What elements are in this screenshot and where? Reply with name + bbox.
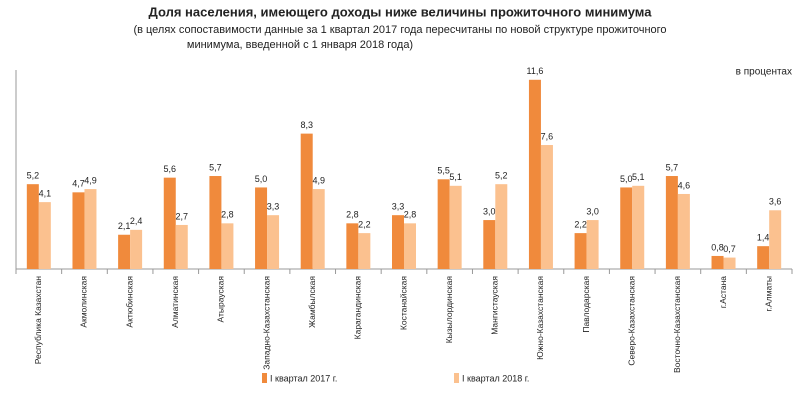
x-tick-label: Алматинская xyxy=(170,276,180,328)
value-label: 5,1 xyxy=(449,172,462,182)
x-tick-label: Северо-Казахстанская xyxy=(626,276,636,366)
bar xyxy=(38,202,51,269)
value-label: 5,7 xyxy=(666,162,679,172)
value-label: 5,2 xyxy=(27,171,40,181)
bar xyxy=(404,223,416,269)
bar xyxy=(72,192,85,269)
x-tick-label: Акмолинская xyxy=(79,276,89,328)
value-label: 4,9 xyxy=(84,175,97,185)
x-tick-label: Костанайская xyxy=(398,276,408,331)
bar xyxy=(677,193,690,269)
value-label: 2,4 xyxy=(130,216,143,226)
value-label: 4,1 xyxy=(39,188,52,198)
bar xyxy=(175,224,188,269)
x-tick-label: Южно-Казахстанская xyxy=(535,276,545,360)
bar xyxy=(437,179,450,269)
value-label: 11,6 xyxy=(527,66,544,76)
value-label: 5,0 xyxy=(255,174,268,184)
bar xyxy=(723,257,736,269)
x-tick-label: Карагандинская xyxy=(353,276,363,340)
value-label: 4,7 xyxy=(72,179,85,189)
bar xyxy=(540,145,553,269)
value-label: 3,3 xyxy=(392,202,405,212)
x-tick-label: г.Астана xyxy=(718,276,728,309)
x-tick-label: Павлодарская xyxy=(581,276,591,333)
bar xyxy=(495,184,508,269)
bar xyxy=(711,255,724,269)
x-tick-label: Атырауская xyxy=(216,276,226,323)
legend-swatch xyxy=(454,373,459,383)
value-label: 0,8 xyxy=(711,242,724,252)
value-label: 3,6 xyxy=(769,197,782,207)
bar xyxy=(632,185,645,269)
chart-title: Доля населения, имеющего доходы ниже вел… xyxy=(149,4,653,19)
bar xyxy=(574,233,587,269)
value-label: 5,5 xyxy=(437,166,450,176)
x-tick-label: г.Алматы xyxy=(763,276,773,311)
value-label: 8,3 xyxy=(300,120,313,130)
value-label: 2,8 xyxy=(346,210,359,220)
value-label: 4,9 xyxy=(312,175,325,185)
value-label: 5,0 xyxy=(620,174,633,184)
value-label: 5,1 xyxy=(632,172,645,182)
x-tick-label: Актюбинская xyxy=(124,276,134,328)
unit-label: в процентах xyxy=(736,67,792,78)
bar xyxy=(528,79,541,269)
bar xyxy=(392,215,404,269)
x-tick-label: Западно-Казахстанская xyxy=(261,276,271,370)
bar xyxy=(255,187,268,269)
value-label: 2,2 xyxy=(574,219,587,229)
value-label: 2,1 xyxy=(118,221,131,231)
x-tick-label: Жамбылская xyxy=(307,276,317,328)
bar xyxy=(769,210,782,269)
value-label: 5,6 xyxy=(164,164,177,174)
value-label: 2,2 xyxy=(358,219,371,229)
value-label: 5,7 xyxy=(209,162,222,172)
value-label: 0,7 xyxy=(723,244,736,254)
bar xyxy=(620,187,633,269)
value-label: 3,0 xyxy=(586,206,599,216)
bar xyxy=(267,215,280,269)
value-label: 1,4 xyxy=(757,233,770,243)
legend-label: I квартал 2018 г. xyxy=(462,373,529,383)
value-label: 7,6 xyxy=(541,131,554,141)
bar xyxy=(346,223,359,269)
value-label: 3,3 xyxy=(267,202,280,212)
value-label: 2,8 xyxy=(221,210,234,220)
bar xyxy=(358,233,371,269)
bar xyxy=(757,246,770,269)
legend-swatch xyxy=(262,373,267,383)
x-tick-label: Кызылординская xyxy=(444,276,454,344)
x-tick-label: Республика Казахстан xyxy=(33,276,43,365)
value-label: 4,6 xyxy=(678,180,691,190)
bar xyxy=(665,176,678,269)
bar xyxy=(26,184,39,269)
value-label: 5,2 xyxy=(495,171,508,181)
bar xyxy=(221,223,234,269)
chart-subtitle: минимума, введенной с 1 января 2018 года… xyxy=(187,39,413,51)
bar xyxy=(130,229,143,269)
bar xyxy=(118,234,131,269)
bar xyxy=(209,176,222,269)
bar xyxy=(312,189,325,269)
bar xyxy=(586,220,599,269)
value-label: 2,7 xyxy=(176,211,189,221)
x-tick-label: Мангистауская xyxy=(490,276,500,335)
bar xyxy=(449,185,462,269)
bar xyxy=(163,177,176,269)
x-tick-label: Восточно-Казахстанская xyxy=(672,276,682,373)
chart-subtitle: (в целях сопоставимости данные за 1 квар… xyxy=(133,24,666,36)
value-label: 2,8 xyxy=(404,210,417,220)
value-label: 3,0 xyxy=(483,206,496,216)
legend-label: I квартал 2017 г. xyxy=(270,373,337,383)
bar xyxy=(300,133,313,269)
bar xyxy=(84,189,97,269)
bar xyxy=(483,220,496,269)
